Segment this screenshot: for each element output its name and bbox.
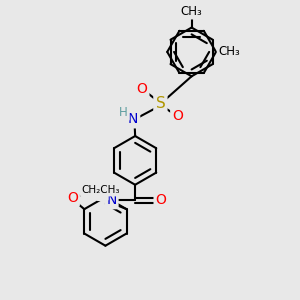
Text: O: O <box>67 191 78 205</box>
Text: H: H <box>119 106 128 119</box>
Text: CH₂CH₃: CH₂CH₃ <box>81 185 120 195</box>
Text: N: N <box>128 112 138 126</box>
Text: N: N <box>106 193 116 207</box>
Text: O: O <box>172 110 183 123</box>
Text: H: H <box>98 186 107 199</box>
Text: O: O <box>136 82 147 96</box>
Text: O: O <box>156 193 167 207</box>
Text: CH₃: CH₃ <box>218 45 240 58</box>
Text: S: S <box>155 96 165 111</box>
Text: CH₃: CH₃ <box>181 5 202 18</box>
